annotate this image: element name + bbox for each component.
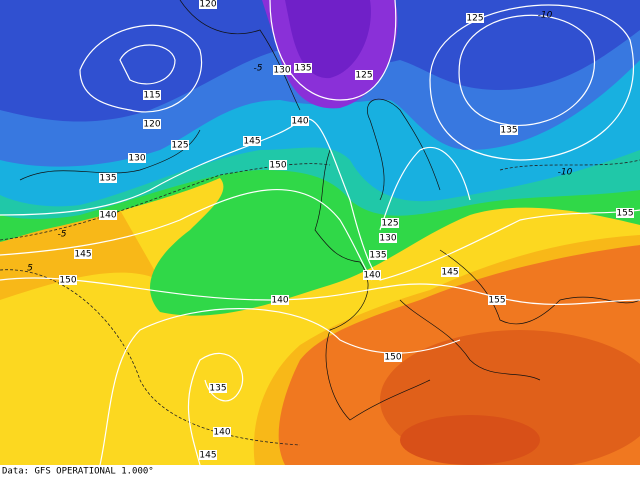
height-label: 145 <box>199 451 216 461</box>
label-background <box>99 210 117 220</box>
temperature-label: -5 <box>58 230 67 240</box>
label-background <box>500 125 518 135</box>
height-label: 135 <box>500 126 517 136</box>
height-label: 145 <box>74 250 91 260</box>
height-label: 135 <box>209 384 226 394</box>
temperature-label: -5 <box>254 64 263 74</box>
label-background <box>616 208 634 218</box>
label-background <box>441 267 459 277</box>
footer-band <box>0 465 640 480</box>
label-background <box>363 270 381 280</box>
height-label: 130 <box>128 154 145 164</box>
label-background <box>99 173 117 183</box>
height-contours <box>0 0 640 466</box>
height-label: 140 <box>213 428 230 438</box>
label-background <box>466 13 484 23</box>
height-label: 140 <box>271 296 288 306</box>
height-label: 125 <box>381 219 398 229</box>
color-field <box>0 0 640 470</box>
label-background <box>381 218 399 228</box>
height-label: 145 <box>441 268 458 278</box>
height-label: 150 <box>269 161 286 171</box>
temperature-label: -10 <box>558 168 573 178</box>
height-label: 130 <box>379 234 396 244</box>
label-background <box>143 90 161 100</box>
height-label: 140 <box>363 271 380 281</box>
label-background <box>269 160 287 170</box>
label-background <box>209 383 227 393</box>
height-label: 125 <box>355 71 372 81</box>
coastlines <box>19 0 640 421</box>
height-label: 120 <box>199 0 216 10</box>
height-label: 145 <box>243 137 260 147</box>
label-background <box>128 153 146 163</box>
label-background <box>273 65 291 75</box>
label-background <box>199 0 217 9</box>
height-label: 125 <box>466 14 483 24</box>
height-label: 135 <box>294 64 311 74</box>
temperature-contours <box>0 159 640 446</box>
label-background <box>74 249 92 259</box>
label-background <box>488 295 506 305</box>
temperature-label: -10 <box>538 11 553 21</box>
height-label: 155 <box>616 209 633 219</box>
height-label: 140 <box>291 117 308 127</box>
contour-labels: 120 115 120 125 130 135 140 145 150 130 135 125 140 1… <box>27 0 634 461</box>
height-label: 125 <box>171 141 188 151</box>
height-label: 115 <box>143 91 160 101</box>
height-label: 155 <box>488 296 505 306</box>
label-background <box>384 352 402 362</box>
label-background <box>213 427 231 437</box>
label-background <box>171 140 189 150</box>
height-label: 140 <box>99 211 116 221</box>
label-background <box>294 63 312 73</box>
label-background <box>243 136 261 146</box>
height-label: 150 <box>384 353 401 363</box>
height-label: 150 <box>59 276 76 286</box>
data-source: Data: GFS OPERATIONAL 1.000° <box>2 467 154 477</box>
label-background <box>271 295 289 305</box>
height-label: 135 <box>99 174 116 184</box>
temperature-label: 5 <box>27 264 33 274</box>
height-label: 120 <box>143 120 160 130</box>
label-background <box>291 116 309 126</box>
height-label: 135 <box>369 251 386 261</box>
height-label: 130 <box>273 66 290 76</box>
label-background <box>59 275 77 285</box>
label-background <box>143 119 161 129</box>
label-background <box>199 450 217 460</box>
label-background <box>369 250 387 260</box>
label-background <box>355 70 373 80</box>
label-background <box>379 233 397 243</box>
